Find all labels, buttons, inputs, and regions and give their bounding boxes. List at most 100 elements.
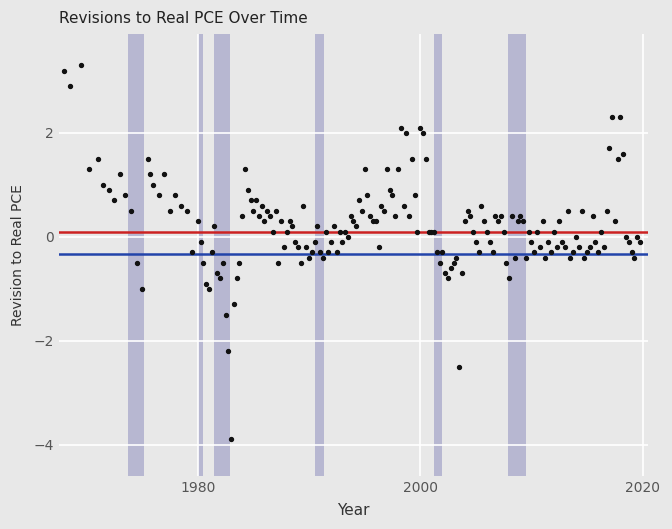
Point <box>259 217 270 225</box>
Point <box>404 212 415 220</box>
Point <box>515 212 526 220</box>
Bar <box>434 34 442 476</box>
Point <box>379 207 390 215</box>
Point <box>321 227 331 236</box>
Bar <box>508 34 526 476</box>
Point <box>446 264 456 272</box>
Point <box>509 253 520 262</box>
Point <box>262 207 273 215</box>
Point <box>370 217 381 225</box>
Point <box>590 238 601 246</box>
X-axis label: Year: Year <box>337 503 370 518</box>
Point <box>362 191 373 199</box>
Point <box>582 248 593 257</box>
Point <box>512 217 523 225</box>
Point <box>401 129 412 137</box>
Point <box>126 207 136 215</box>
Point <box>571 233 581 241</box>
Point <box>206 248 217 257</box>
Point <box>417 129 428 137</box>
Point <box>615 113 626 122</box>
Point <box>234 259 245 267</box>
Point <box>175 202 186 210</box>
Point <box>415 123 425 132</box>
Point <box>368 217 378 225</box>
Point <box>65 82 75 90</box>
Point <box>159 170 170 179</box>
Point <box>626 248 637 257</box>
Point <box>353 196 364 205</box>
Point <box>562 207 573 215</box>
Point <box>621 233 632 241</box>
Point <box>548 227 559 236</box>
Point <box>365 212 376 220</box>
Point <box>59 66 70 75</box>
Point <box>412 227 423 236</box>
Point <box>537 217 548 225</box>
Point <box>329 222 339 231</box>
Point <box>114 170 125 179</box>
Point <box>579 253 590 262</box>
Point <box>226 435 237 444</box>
Point <box>565 253 576 262</box>
Point <box>479 217 490 225</box>
Point <box>612 154 623 163</box>
Point <box>228 300 239 308</box>
Point <box>546 248 556 257</box>
Point <box>585 243 595 251</box>
Point <box>560 243 571 251</box>
Point <box>323 248 334 257</box>
Point <box>409 191 420 199</box>
Point <box>251 196 261 205</box>
Point <box>270 207 281 215</box>
Point <box>223 347 234 355</box>
Point <box>201 279 212 288</box>
Point <box>331 248 342 257</box>
Point <box>136 285 147 293</box>
Point <box>599 243 610 251</box>
Point <box>554 217 564 225</box>
Point <box>523 227 534 236</box>
Point <box>304 253 314 262</box>
Point <box>92 154 103 163</box>
Point <box>470 238 481 246</box>
Point <box>607 113 618 122</box>
Point <box>437 248 448 257</box>
Point <box>465 212 476 220</box>
Point <box>75 61 86 70</box>
Point <box>109 196 120 205</box>
Point <box>390 212 401 220</box>
Point <box>340 227 351 236</box>
Point <box>195 238 206 246</box>
Point <box>551 243 562 251</box>
Bar <box>198 34 204 476</box>
Point <box>312 222 323 231</box>
Point <box>287 222 298 231</box>
Bar <box>315 34 324 476</box>
Point <box>265 212 276 220</box>
Point <box>148 180 159 189</box>
Point <box>273 259 284 267</box>
Point <box>314 248 325 257</box>
Point <box>356 207 367 215</box>
Point <box>301 243 312 251</box>
Point <box>298 202 309 210</box>
Point <box>392 165 403 174</box>
Point <box>120 191 131 199</box>
Point <box>507 212 517 220</box>
Point <box>279 243 290 251</box>
Point <box>423 227 434 236</box>
Point <box>526 238 537 246</box>
Point <box>373 243 384 251</box>
Point <box>142 154 153 163</box>
Point <box>212 269 222 277</box>
Point <box>485 238 495 246</box>
Point <box>243 186 253 194</box>
Point <box>284 217 295 225</box>
Point <box>398 202 409 210</box>
Point <box>501 259 512 267</box>
Point <box>198 259 209 267</box>
Point <box>476 202 487 210</box>
Point <box>345 212 356 220</box>
Point <box>634 238 645 246</box>
